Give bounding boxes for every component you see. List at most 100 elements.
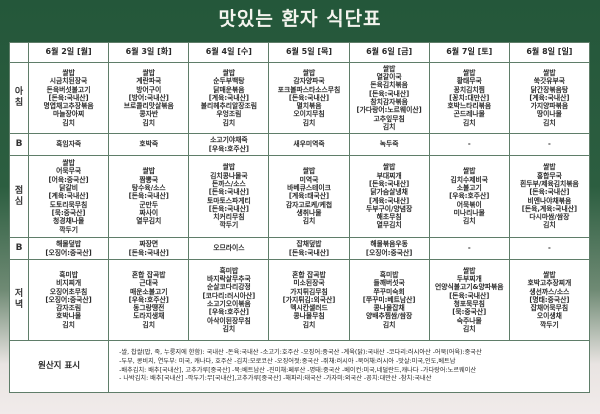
menu-item: 호박고추장찌개: [527, 279, 572, 288]
menu-item: 숙주나물: [456, 316, 482, 325]
menu-item: 감자고로케/케첩: [285, 200, 333, 209]
menu-cell: 소고기야채죽 [우육:호주산]: [188, 133, 270, 156]
menu-item: 호박죽: [139, 140, 159, 149]
menu-item: 짜장면: [139, 240, 159, 249]
menu-item: 바지락살무추국: [206, 275, 251, 284]
day-header: 6월 8일 [일]: [508, 42, 591, 63]
menu-item: 미나리나물: [453, 208, 485, 217]
menu-item: [우육:호주산]: [208, 308, 249, 317]
menu-cell: -: [508, 133, 591, 156]
menu-item: [꽁치:대만산]: [449, 93, 490, 102]
menu-cell: 녹두죽: [348, 133, 430, 156]
menu-item: 도라지생채: [133, 312, 165, 321]
menu-item: [우육:호주산]: [128, 295, 169, 304]
menu-item: 김치: [382, 122, 396, 131]
menu-item: 동그랑땡전: [133, 304, 165, 313]
menu-item: 잡채덮밥: [296, 240, 322, 249]
menu-item: 쌀밥: [382, 163, 396, 172]
menu-item: 김치: [62, 320, 75, 329]
menu-item: 포크볼파스타소스무침: [277, 85, 341, 94]
menu-item: [계육:국내산]: [48, 192, 89, 201]
menu-item: 김치: [302, 118, 316, 127]
menu-item: 호박나물: [56, 312, 82, 321]
menu-item: 콩나물잡채: [373, 304, 405, 313]
menu-item: 청경채나물: [52, 217, 85, 226]
menu-cell: 쌀밥 홍합무국 흰두부/제육김치볶음 [돈육:국내산] 비엔나야채볶음 [돈육,계육:국내…: [508, 155, 591, 238]
header-row: 6월 2일 [월] 6월 3일 [화] 6월 4일 [수] 6월 5일 [목] 6월 6…: [9, 42, 591, 63]
menu-item: 쌀밥: [62, 68, 75, 77]
origin-line: - 나박김치: 배추[국내산] -깍두기:무[국내산],고추가루[중국산] -해…: [119, 375, 432, 383]
menu-item: 김치: [463, 118, 476, 127]
menu-item: 불리헤추리알장조림: [200, 102, 257, 111]
menu-cell: 흑임자죽: [27, 133, 110, 156]
menu-item: [돈육,계육:국내산]: [521, 204, 578, 213]
menu-item: 김치: [302, 217, 316, 226]
breakfast-row: 아 침 쌀밥 시금치된장국 돈육버섯불고기 [돈육:국내산] 명엽채고추장볶음 마늘장아찌 김…: [9, 62, 591, 134]
menu-cell: 쌀밥 어묵무국 [어육:중국산] 닭갈비 [계육:국내산] 도토리묵무침 [묵:중국산] 청경…: [27, 155, 110, 238]
menu-cell: 쌀밥 호박고추장찌개 생선까스/소스 [명태:중국산] 잡채어묵무침 오이생채 깍두기: [508, 259, 591, 341]
menu-cell: 쌀밥 계란파국 방어구이 [방어:국내산] 브로콜리맛살볶음 콩자반 김치: [108, 62, 190, 134]
menu-item: 쌀밥: [463, 266, 476, 275]
menu-item: 쌀밥: [543, 163, 556, 172]
snack-row-2: B 해물덮밥 [오징어:중국산] 짜장면 [돈육:국내산] 오므라이스 잡채덮밥 [돈육:국내…: [9, 237, 591, 260]
origin-line: -두부, 콩비지, 연두부: 미국, 캐나다, 호주산 -김치:모로코산 -오징…: [119, 357, 456, 365]
menu-item: 쌀밥: [302, 68, 316, 77]
menu-item: 열무김치: [376, 221, 402, 230]
menu-item: 흰두부/제육김치볶음: [520, 179, 579, 188]
menu-item: 쭈꾸미숙회: [373, 287, 405, 296]
menu-item: 해물덮밥: [56, 240, 82, 249]
menu-cell: 쌀밥 두부찌개 언양식불고기&양파볶음 [돈육:국내산] 청포묵무침 [묵:중국산] 숙주나…: [428, 259, 510, 341]
menu-item: [돈육:국내산]: [369, 179, 410, 188]
menu-item: 쌀밥: [142, 167, 155, 176]
menu-item: 순두부백탕: [213, 77, 245, 86]
menu-item: 참치감자볶음: [370, 98, 408, 106]
menu-item: [계육:국내산]: [369, 196, 410, 205]
menu-item: 흑임자죽: [56, 140, 82, 149]
menu-item: 돈육김치볶음: [370, 81, 408, 90]
menu-item: 쌀밥: [142, 68, 155, 77]
menu-item: 혼합 잡곡밥: [292, 270, 326, 279]
menu-cell: 혼합 잡곡밥 근대국 매운소불고기 [우육:호주산] 동그랑땡전 도라지생채 김치: [108, 259, 190, 341]
row-label: B: [9, 133, 29, 156]
menu-item: 부대찌개: [376, 171, 402, 180]
menu-item: 가지양파볶음: [530, 102, 569, 111]
menu-cell: -: [428, 133, 510, 156]
menu-item: -: [467, 244, 471, 253]
menu-item: 꽁치김치찜: [453, 85, 485, 94]
menu-item: 토마토스파게티: [206, 196, 251, 205]
menu-item: 도토리묵무침: [49, 200, 88, 209]
menu-item: 흑미밥: [59, 270, 78, 279]
menu-item: 브로콜리맛살볶음: [123, 102, 174, 111]
menu-item: 땅이나물: [536, 110, 562, 119]
origin-row: 원산지 표시 -쌀, 찹쌀(밥, 죽, 누룽지에 한함): 국내산 -돈육:국내산…: [8, 340, 590, 393]
menu-item: 소불고기: [456, 184, 482, 193]
dinner-row: 저 녁 흑미밥 비지찌개 오징어초무침 [오징어:중국산] 감자조림 호박나물 김치 혼합 잡곡…: [9, 259, 591, 341]
day-header: 6월 4일 [수]: [188, 42, 270, 63]
menu-item: 콩자반: [139, 110, 159, 119]
menu-item: 짬뽕국: [139, 175, 159, 184]
menu-item: [쭈꾸미:베트남산]: [362, 295, 416, 304]
menu-item: 소고기오이볶음: [206, 300, 251, 308]
menu-item: [돈육:국내산]: [48, 93, 89, 102]
menu-item: 쌀밥: [543, 68, 556, 77]
menu-item: 흑미밥: [219, 266, 239, 275]
menu-item: 해물볶음우동: [370, 240, 408, 249]
menu-item: [돈육:국내산]: [208, 188, 249, 197]
menu-cell: 해물덮밥 [오징어:중국산]: [27, 237, 110, 260]
menu-item: 시금치된장국: [49, 77, 88, 86]
menu-item: 홍합무국: [536, 171, 562, 180]
menu-item: 김치: [142, 118, 155, 127]
page-title: 맛있는 환자 식단표: [218, 8, 382, 30]
menu-item: 쌀밥: [543, 270, 556, 279]
menu-item: [가다랑어:노르웨이산]: [356, 106, 422, 115]
menu-item: 김치: [543, 118, 556, 127]
menu-item: [오징어:중국산]: [365, 248, 413, 257]
menu-item: 고추잎무침: [373, 114, 405, 123]
menu-item: 깍두기: [219, 221, 239, 230]
menu-item: 닭가슴살냉채: [370, 188, 408, 197]
menu-item: 아삭이된장무침: [206, 316, 251, 325]
menu-item: 근대국: [139, 279, 159, 288]
menu-item: [돈육:국내산]: [288, 93, 330, 102]
menu-item: [우육:호주산]: [208, 144, 249, 153]
menu-item: 소고기야채죽: [210, 136, 248, 145]
